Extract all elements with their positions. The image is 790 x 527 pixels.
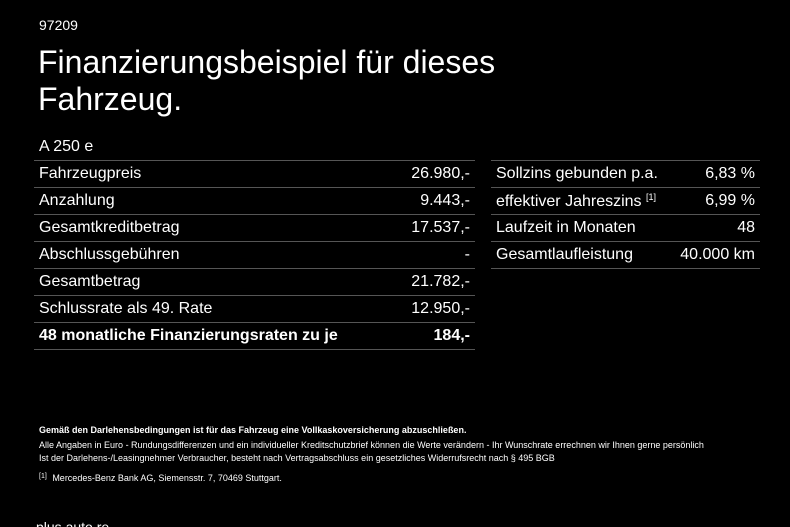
footnote-marker: [1] <box>39 473 47 480</box>
website-text: plus auto.re <box>36 519 110 527</box>
table-row: Gesamtkreditbetrag 17.537,- <box>34 214 475 242</box>
row-label-cell: effektiver Jahreszins [1] <box>491 187 672 215</box>
table-row: Sollzins gebunden p.a. 6,83 % <box>491 160 760 188</box>
table-row: Fahrzeugpreis 26.980,- <box>34 160 475 188</box>
row-value: - <box>394 241 475 269</box>
table-row: Schlussrate als 49. Rate 12.950,- <box>34 295 475 323</box>
row-value: 26.980,- <box>394 160 475 188</box>
disclaimer-line: Ist der Darlehens-/Leasingnehmer Verbrau… <box>39 453 555 463</box>
row-value: 48 <box>671 214 760 242</box>
interest-table: Sollzins gebunden p.a. 6,83 % effektiver… <box>491 160 760 269</box>
legal-notes: Gemäß den Darlehensbedingungen ist für d… <box>39 424 759 485</box>
row-value: 184,- <box>394 322 475 350</box>
table-row: Gesamtlaufleistung 40.000 km <box>491 241 760 269</box>
disclaimer-line: Alle Angaben in Euro - Rundungsdifferenz… <box>39 440 704 450</box>
row-value: 9.443,- <box>394 187 475 215</box>
table-row: Abschlussgebühren - <box>34 241 475 269</box>
footnote-text: Mercedes-Benz Bank AG, Siemensstr. 7, 70… <box>52 473 282 483</box>
row-label: Sollzins gebunden p.a. <box>491 160 672 188</box>
reference-id: 97209 <box>39 17 78 33</box>
footnote-marker: [1] <box>646 191 657 202</box>
monthly-rate-row: 48 monatliche Finanzierungsraten zu je 1… <box>34 322 475 350</box>
row-label: effektiver Jahreszins <box>496 192 642 210</box>
table-row: Laufzeit in Monaten 48 <box>491 214 760 242</box>
table-row: Gesamtbetrag 21.782,- <box>34 268 475 296</box>
row-value: 21.782,- <box>394 268 475 296</box>
table-row: effektiver Jahreszins [1] 6,99 % <box>491 187 760 215</box>
table-row: Anzahlung 9.443,- <box>34 187 475 215</box>
row-value: 17.537,- <box>394 214 475 242</box>
footnote: [1] Mercedes-Benz Bank AG, Siemensstr. 7… <box>39 470 759 485</box>
page-title: Finanzierungsbeispiel für dieses Fahrzeu… <box>38 44 496 117</box>
row-label: Gesamtbetrag <box>34 268 395 296</box>
row-label: Abschlussgebühren <box>34 241 395 269</box>
row-value: 40.000 km <box>671 241 760 269</box>
insurance-note: Gemäß den Darlehensbedingungen ist für d… <box>39 425 467 435</box>
row-value: 12.950,- <box>394 295 475 323</box>
row-value: 6,99 % <box>671 187 760 215</box>
row-label: Gesamtkreditbetrag <box>34 214 395 242</box>
row-value: 6,83 % <box>671 160 760 188</box>
row-label: Fahrzeugpreis <box>34 160 395 188</box>
row-label: Gesamtlaufleistung <box>491 241 672 269</box>
row-label: Laufzeit in Monaten <box>491 214 672 242</box>
row-label: Schlussrate als 49. Rate <box>34 295 395 323</box>
row-label: Anzahlung <box>34 187 395 215</box>
row-label: 48 monatliche Finanzierungsraten zu je <box>34 322 395 350</box>
financing-table: Fahrzeugpreis 26.980,- Anzahlung 9.443,-… <box>34 160 475 350</box>
vehicle-model: A 250 e <box>39 138 94 155</box>
